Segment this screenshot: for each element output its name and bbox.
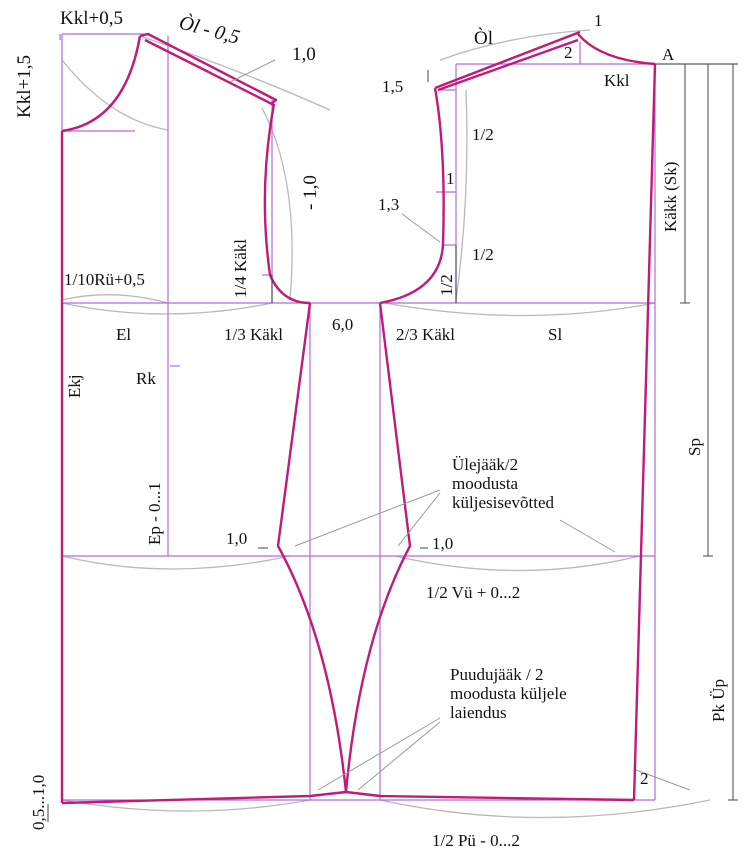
leader-lines [229,59,691,791]
label-one-mid: 1 [446,169,455,188]
label-quarter-kakl: 1/4 Käkl [231,239,250,298]
label-kakk-sk: Käkk (Sk) [661,162,680,232]
label-ulejaak-2: moodusta [452,474,519,493]
text-labels: Kkl+0,5 Òl - 0,5 Kkl+1,5 1,0 - 1,0 1/4 K… [14,8,728,850]
label-half-vu: 1/2 Vü + 0...2 [426,583,520,602]
label-rk: Rk [136,369,156,388]
label-kkl: Kkl [604,71,630,90]
label-two-third-kakl: 2/3 Käkl [396,325,455,344]
label-puudu-1: Puudujääk / 2 [450,665,544,684]
dimension-lines [47,63,738,822]
label-one-three: 1,3 [378,195,399,214]
label-sl: Sl [548,325,562,344]
label-puudu-2: moodusta küljele [450,684,567,703]
label-ekj: Ekj [65,374,84,398]
label-two-bottom: 2 [640,769,649,788]
label-minus-one-zero: - 1,0 [300,175,321,210]
label-kkl-plus-05: Kkl+0,5 [60,8,123,29]
label-el: El [116,325,131,344]
measurement-arcs [61,29,711,819]
label-ulejaak-3: küljesisevõtted [452,493,554,512]
label-one-zero-right: 1,0 [432,534,453,553]
label-one-zero-top: 1,0 [292,44,316,65]
label-pk-up: Pk Üp [709,679,728,722]
label-two: 2 [564,43,573,62]
label-kkl-plus-15: Kkl+1,5 [14,55,35,118]
label-bottom-left: 0,5...1,0 [29,775,48,830]
pattern-outline [60,30,657,805]
label-one-zero-left: 1,0 [226,529,247,548]
label-one-five: 1,5 [382,77,403,96]
label-puudu-3: laiendus [450,703,507,722]
label-one: 1 [594,11,603,30]
label-tenth-ru: 1/10Rü+0,5 [64,270,145,289]
label-ulejaak-1: Ülejääk/2 [452,455,518,474]
label-half-3: 1/2 [437,274,456,296]
label-six-zero: 6,0 [332,315,353,334]
label-half-pu: 1/2 Pü - 0...2 [432,831,520,850]
label-ol: Òl [474,27,493,49]
label-ol-minus-05: Òl - 0,5 [177,10,243,49]
label-third-kakl: 1/3 Käkl [224,325,283,344]
label-sp: Sp [685,438,704,456]
label-a: A [662,45,675,64]
label-half-2: 1/2 [472,245,494,264]
label-half-1: 1/2 [472,125,494,144]
label-ep: Ep - 0...1 [145,482,164,545]
